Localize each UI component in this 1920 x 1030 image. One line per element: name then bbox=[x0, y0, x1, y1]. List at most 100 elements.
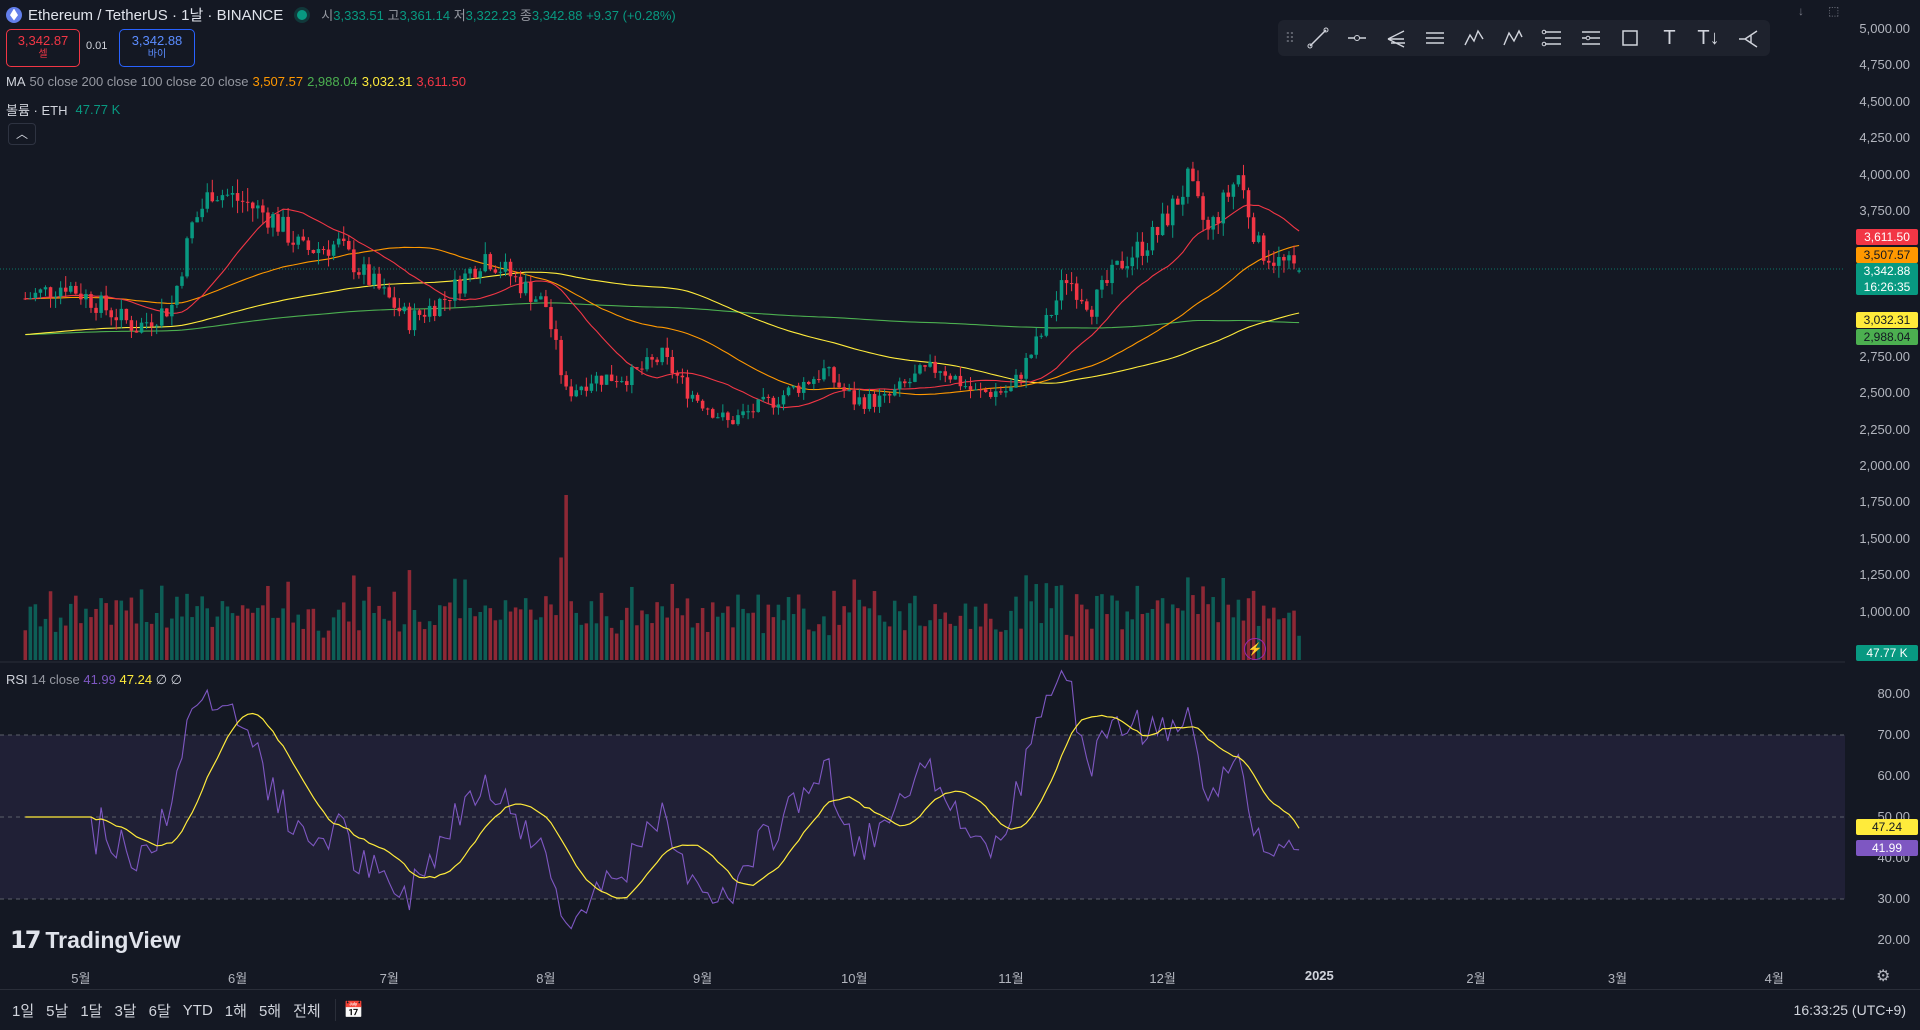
fib-retracement-tool[interactable] bbox=[1536, 23, 1569, 53]
volume-bar bbox=[1206, 604, 1210, 660]
volume-bar bbox=[1282, 618, 1286, 660]
open-value: 3,333.51 bbox=[333, 8, 384, 23]
volume-bar bbox=[569, 601, 573, 660]
candle-body bbox=[756, 399, 760, 412]
tradingview-logo[interactable]: 𝟭𝟳 TradingView bbox=[10, 926, 180, 955]
volume-legend[interactable]: 볼륨 · ETH 47.77 K bbox=[6, 100, 120, 119]
candle-body bbox=[887, 394, 892, 396]
symbol-title[interactable]: Ethereum / TetherUS · 1날 · BINANCE bbox=[28, 7, 284, 24]
candle-body bbox=[1201, 196, 1205, 220]
volume-bar bbox=[185, 593, 189, 660]
volume-bar bbox=[978, 626, 983, 660]
fullscreen-icon[interactable]: ⬚ bbox=[1828, 4, 1840, 18]
volume-bar bbox=[331, 617, 336, 660]
candle-body bbox=[857, 397, 862, 405]
elliott-wave-tool[interactable] bbox=[1458, 23, 1491, 53]
candle-body bbox=[1095, 289, 1099, 317]
ma20-value: 3,611.50 bbox=[416, 74, 466, 89]
range-button[interactable]: 1달 bbox=[80, 1002, 103, 1020]
rsi-line bbox=[25, 669, 1300, 930]
fib-extension-tool[interactable] bbox=[1575, 23, 1608, 53]
rsi-legend[interactable]: RSI 14 close 41.99 47.24 ∅ ∅ bbox=[6, 672, 182, 688]
buy-button[interactable]: 3,342.88 바이 bbox=[119, 29, 195, 67]
range-button[interactable]: YTD bbox=[182, 1001, 213, 1019]
candle-body bbox=[1277, 256, 1281, 266]
volume-bar bbox=[149, 623, 154, 660]
candle-body bbox=[695, 394, 700, 401]
volume-bar bbox=[761, 633, 766, 660]
candle-body bbox=[700, 400, 705, 409]
price-axis-label: 4,250.00 bbox=[1859, 130, 1910, 146]
volume-bar bbox=[154, 612, 159, 660]
volume-bar bbox=[180, 616, 184, 660]
chart-canvas[interactable] bbox=[0, 0, 1920, 990]
parallel-channel-tool[interactable] bbox=[1419, 23, 1452, 53]
candle-body bbox=[301, 236, 306, 241]
abcd-pattern-tool[interactable] bbox=[1497, 23, 1530, 53]
candle-body bbox=[1140, 241, 1145, 256]
candle-body bbox=[534, 299, 538, 302]
calendar-range-icon[interactable]: 📅 bbox=[343, 1002, 364, 1019]
buy-label: 바이 bbox=[147, 49, 167, 60]
candle-body bbox=[468, 268, 472, 274]
text-anchored-tool[interactable]: T↓ bbox=[1692, 23, 1725, 53]
horizontal-ray-tool[interactable] bbox=[1341, 23, 1374, 53]
eth-logo-icon bbox=[6, 6, 22, 23]
time-axis-label: 7월 bbox=[379, 971, 399, 986]
rsi-ma-value: 47.24 bbox=[119, 672, 153, 687]
candle-body bbox=[675, 373, 680, 376]
candle-body bbox=[665, 347, 670, 357]
candle-body bbox=[139, 322, 144, 333]
candle-body bbox=[1039, 335, 1044, 337]
volume-bar bbox=[1004, 630, 1008, 660]
candle-body bbox=[1079, 299, 1084, 302]
volume-bar bbox=[347, 621, 351, 660]
sell-button[interactable]: 3,342.87 셀 bbox=[6, 29, 80, 67]
gear-icon[interactable]: ⚙ bbox=[1876, 968, 1891, 985]
range-button[interactable]: 6달 bbox=[148, 1002, 171, 1020]
volume-bar bbox=[539, 617, 543, 660]
range-button[interactable]: 3달 bbox=[114, 1002, 137, 1020]
candle-body bbox=[220, 195, 225, 201]
range-button[interactable]: 1일 bbox=[12, 1002, 35, 1020]
volume-bar bbox=[1085, 609, 1089, 660]
candle-body bbox=[1009, 387, 1013, 392]
text-tool[interactable]: T bbox=[1653, 23, 1686, 53]
time-axis-label: 4월 bbox=[1764, 971, 1784, 986]
lightning-alert-icon[interactable]: ⚡ bbox=[1244, 638, 1266, 660]
clock-display[interactable]: 16:33:25 (UTC+9) bbox=[1793, 1002, 1906, 1018]
range-button[interactable]: 전체 bbox=[293, 1002, 321, 1020]
countdown-value: 16:26:35 bbox=[1863, 280, 1911, 294]
candle-body bbox=[347, 240, 351, 250]
volume-bar bbox=[1277, 619, 1281, 660]
candle-body bbox=[281, 216, 285, 232]
projection-tool[interactable] bbox=[1731, 23, 1764, 53]
volume-bar bbox=[1024, 575, 1028, 660]
rsi-lines bbox=[25, 669, 1300, 930]
scroll-down-icon[interactable]: ↓ bbox=[1798, 4, 1804, 18]
trend-line-tool[interactable] bbox=[1302, 23, 1335, 53]
range-button[interactable]: 1해 bbox=[224, 1002, 247, 1020]
range-button[interactable]: 5날 bbox=[46, 1002, 69, 1020]
candle-body bbox=[1024, 357, 1028, 379]
volume-bar bbox=[1100, 594, 1104, 660]
volume-bar bbox=[1044, 583, 1049, 660]
candle-body bbox=[1266, 260, 1271, 263]
candle-body bbox=[493, 269, 498, 273]
low-value: 3,322.23 bbox=[465, 8, 517, 23]
pitchfork-tool[interactable] bbox=[1380, 23, 1413, 53]
collapse-legend-button[interactable]: ︿ bbox=[8, 123, 36, 145]
volume-bar bbox=[604, 616, 609, 660]
volume-bar bbox=[245, 608, 250, 660]
rectangle-tool[interactable] bbox=[1614, 23, 1647, 53]
drag-handle-icon[interactable]: ⠿ bbox=[1284, 29, 1295, 46]
candle-body bbox=[897, 381, 902, 390]
candle-body bbox=[862, 397, 867, 409]
candle-body bbox=[817, 379, 821, 381]
candle-body bbox=[1246, 190, 1251, 218]
volume-bar bbox=[392, 591, 397, 660]
candle-body bbox=[721, 412, 725, 418]
range-button[interactable]: 5해 bbox=[258, 1002, 282, 1020]
ma-legend[interactable]: MA 50 close 200 close 100 close 20 close… bbox=[6, 74, 466, 89]
candle-body bbox=[640, 368, 644, 370]
